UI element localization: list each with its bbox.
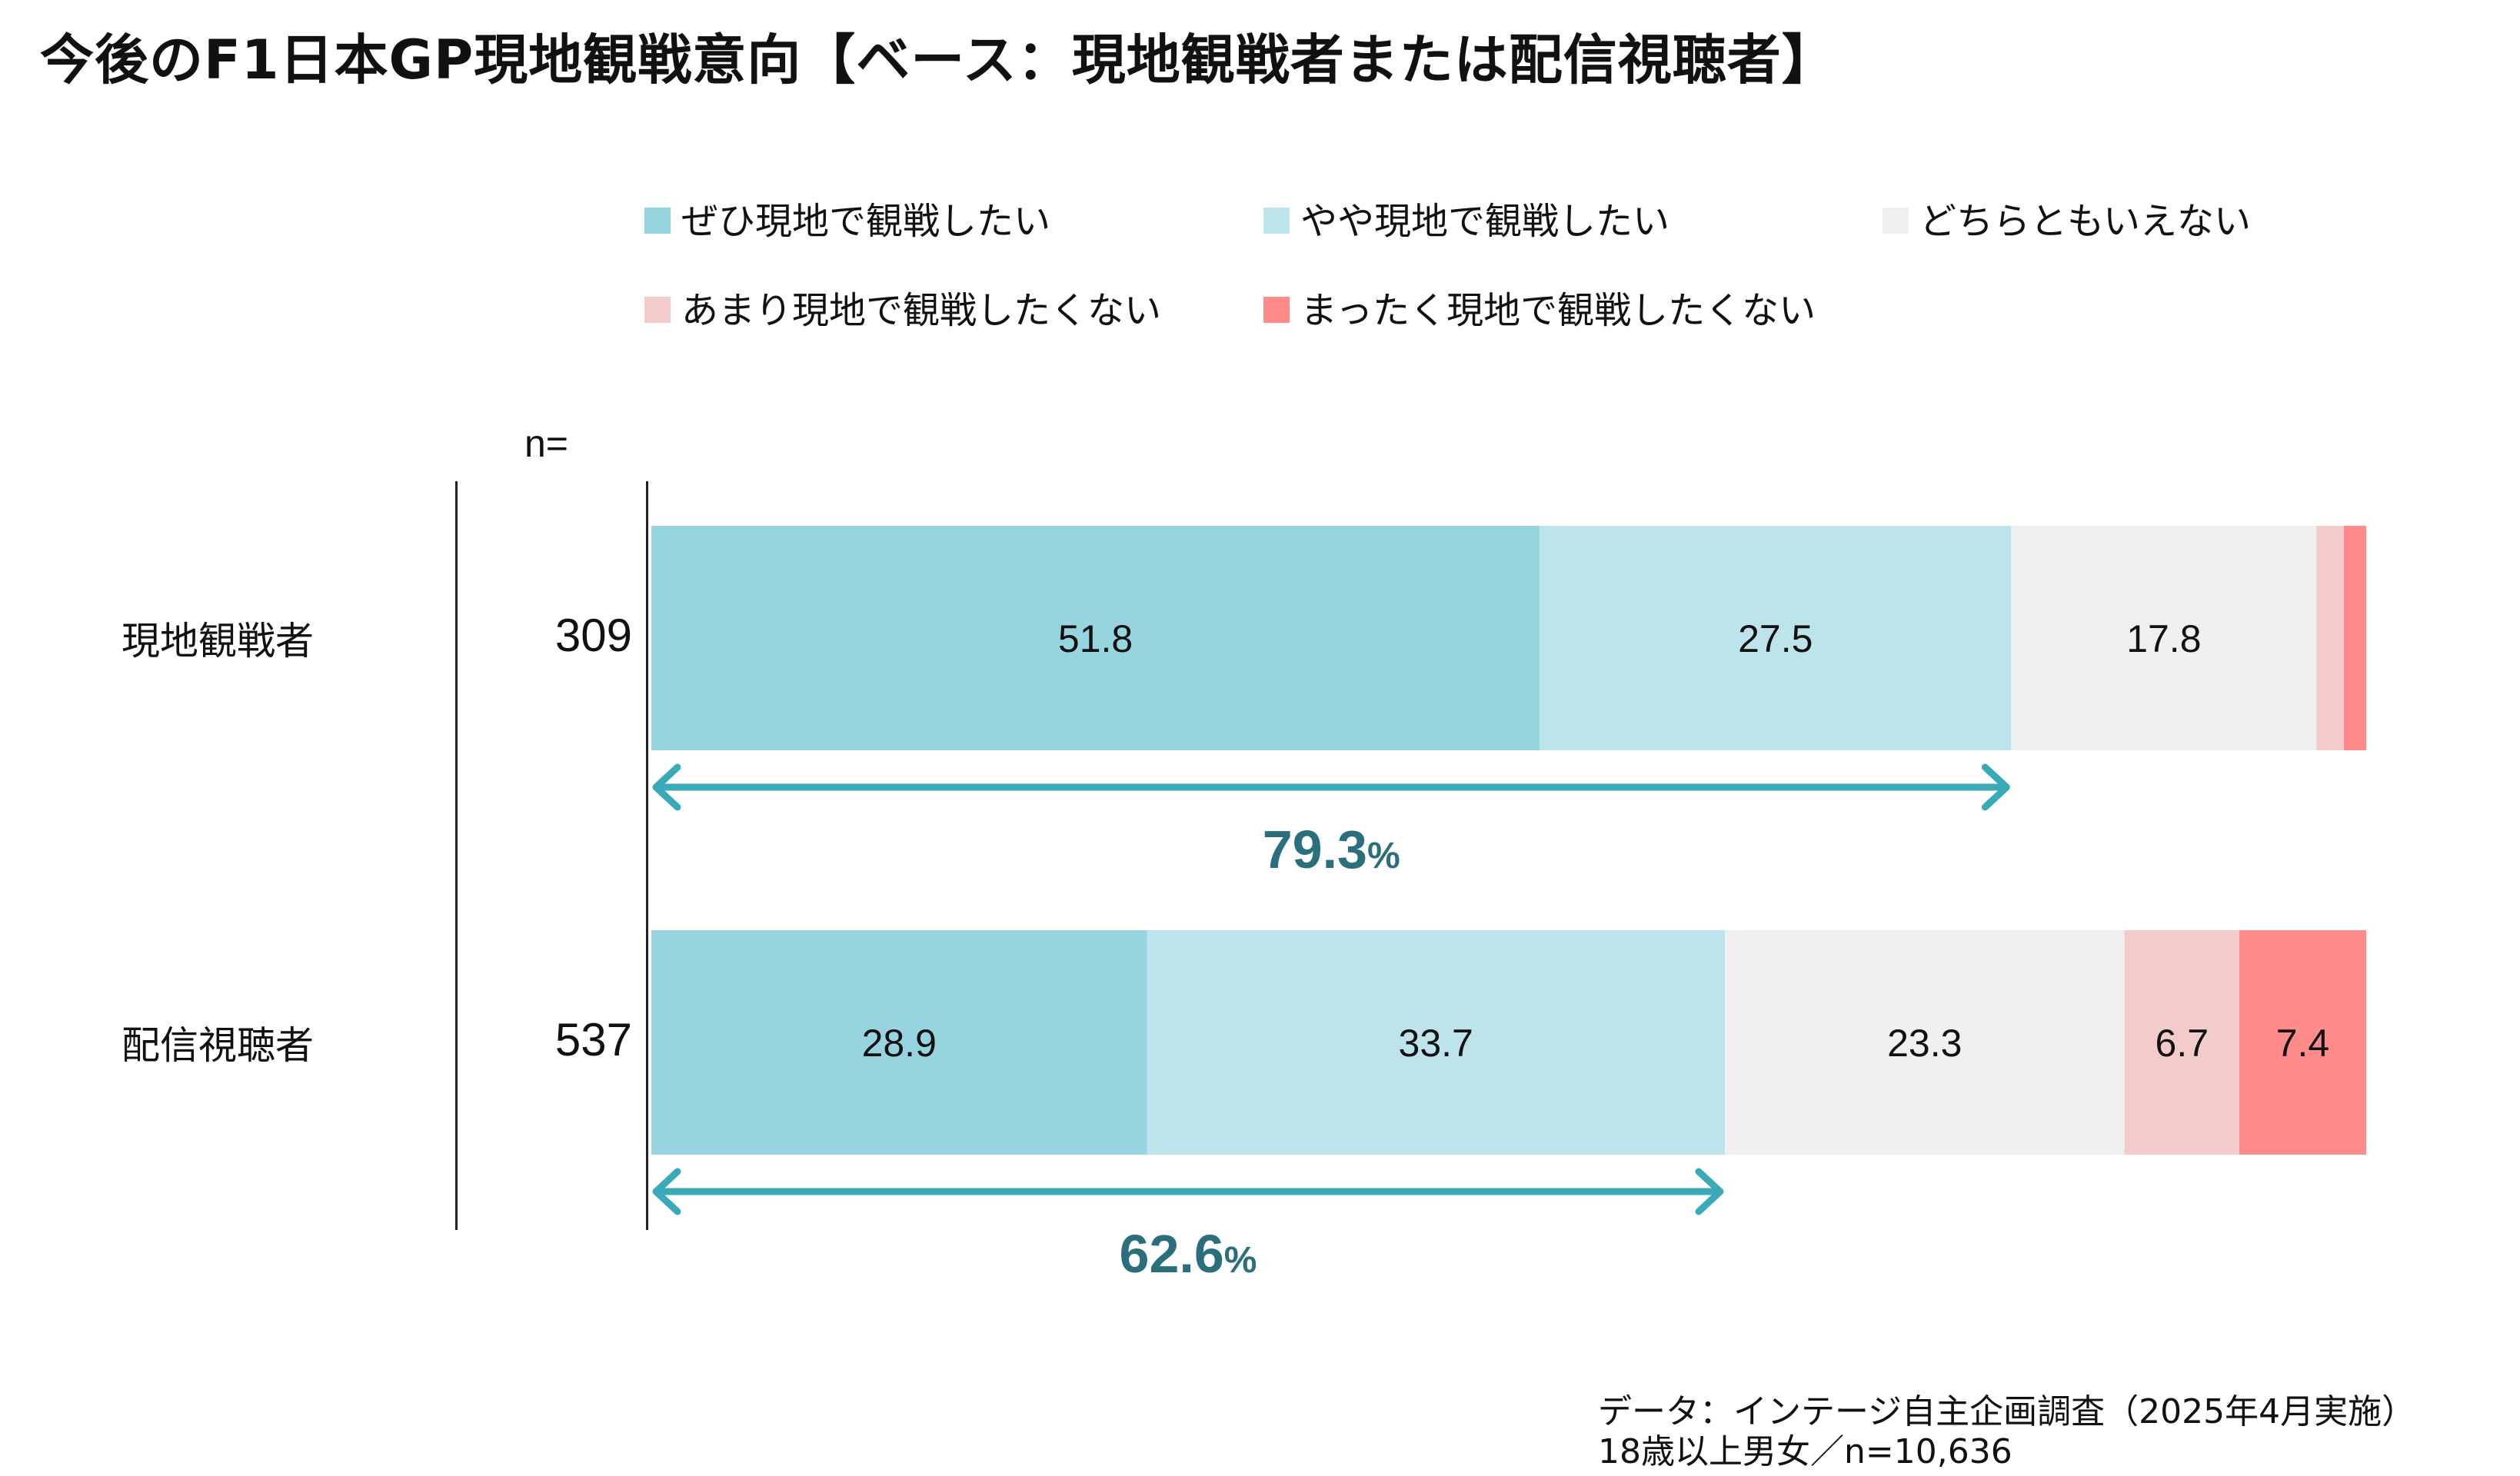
category-axis-line	[455, 481, 458, 1230]
legend-label: あまり現地で観戦したくない	[681, 289, 1162, 332]
value-axis-line	[646, 481, 648, 1230]
sample-size-label: 537	[554, 1014, 632, 1065]
sample-size-label: 309	[554, 610, 632, 661]
bracket-arrowhead-left	[652, 763, 681, 811]
bar-segment	[651, 930, 1147, 1155]
data-label: 23.3	[1887, 1022, 1962, 1065]
legend-item: あまり現地で観戦したくない	[644, 280, 1161, 334]
legend-label: どちらともいえない	[1919, 200, 2252, 243]
chart-title: 今後のF1日本GP現地観戦意向【ベース：現地観戦者または配信視聴者】	[40, 28, 1836, 91]
bar-segment	[2344, 526, 2366, 750]
bar-segment	[2011, 526, 2317, 750]
legend-item: ぜひ現地で観戦したい	[644, 191, 1050, 244]
legend-item: やや現地で観戦したい	[1263, 191, 1669, 244]
data-label: 6.7	[2155, 1022, 2209, 1065]
data-label: 27.5	[1738, 617, 1813, 660]
bar-segment	[2316, 526, 2345, 750]
legend-swatch	[1883, 208, 1909, 234]
bracket-arrowhead-right	[1981, 763, 2010, 811]
data-label: 17.8	[2126, 617, 2201, 660]
bar-segment	[2124, 930, 2239, 1155]
total-share-label: 62.6%	[1120, 1224, 1257, 1284]
bracket-arrowhead-left	[652, 1168, 681, 1215]
legend-swatch	[1263, 208, 1290, 234]
legend-item: まったく現地で観戦したくない	[1263, 280, 1816, 334]
legend-label: ぜひ現地で観戦したい	[681, 200, 1051, 243]
category-label: 現地観戦者	[122, 619, 314, 663]
bracket-arrowhead-right	[1695, 1168, 1724, 1215]
source-note: データ：インテージ自主企画調査（2025年4月実施）	[1598, 1392, 2416, 1431]
legend-swatch	[644, 297, 671, 323]
legend-label: まったく現地で観戦したくない	[1300, 289, 1816, 332]
bar-segment	[2239, 930, 2366, 1155]
data-label: 7.4	[2276, 1022, 2330, 1065]
legend-label: やや現地で観戦したい	[1300, 200, 1670, 243]
legend-swatch	[1263, 297, 1290, 323]
n-header: n=	[524, 422, 569, 465]
data-label: 33.7	[1399, 1022, 1473, 1065]
legend-swatch	[644, 208, 671, 234]
data-label: 28.9	[862, 1022, 937, 1065]
data-label: 51.8	[1058, 617, 1133, 660]
sample-note: 18歳以上男女／n=10,636	[1598, 1432, 2012, 1471]
legend-item: どちらともいえない	[1883, 191, 2251, 244]
total-share-label: 79.3%	[1263, 819, 1400, 879]
bar-segment	[1724, 930, 2125, 1155]
category-label: 配信視聴者	[122, 1023, 314, 1068]
bar-segment	[651, 526, 1540, 750]
bar-segment	[1147, 930, 1725, 1155]
bar-segment	[1540, 526, 2012, 750]
